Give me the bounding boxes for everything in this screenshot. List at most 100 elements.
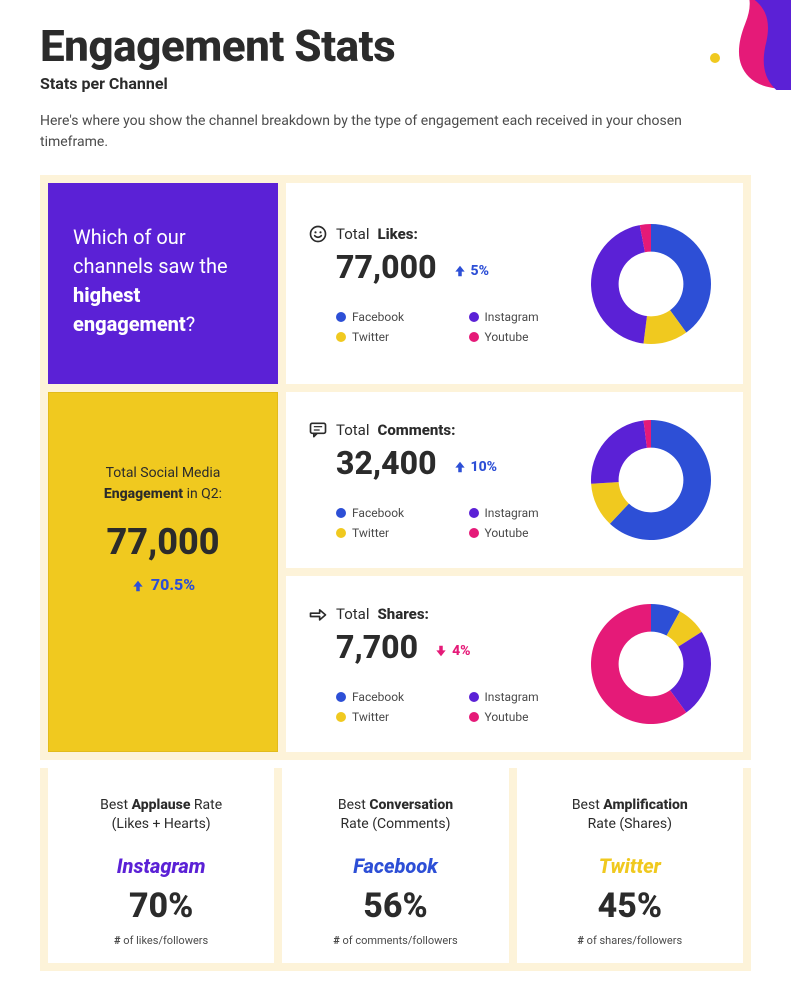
- best-row: Best Applause Rate(Likes + Hearts)Instag…: [40, 768, 751, 971]
- best-label-pre: Best: [572, 797, 603, 813]
- metric-title-pre: Total: [336, 605, 370, 623]
- best-sub: (Likes + Hearts): [64, 816, 258, 832]
- best-footer: # of likes/followers: [64, 934, 258, 947]
- donut-chart: [581, 410, 721, 550]
- best-label-pre: Best: [338, 797, 369, 813]
- metric-card-shares: Total Shares:7,7004%FacebookInstagramTwi…: [286, 576, 743, 752]
- best-label: Best Applause Rate: [64, 796, 258, 816]
- legend-label-twitter: Twitter: [352, 330, 389, 344]
- legend-dot-twitter: [336, 332, 346, 342]
- question-text-suffix: ?: [186, 312, 195, 336]
- best-sub: Rate (Shares): [533, 816, 727, 832]
- legend-item-youtube: Youtube: [469, 710, 582, 724]
- legend-dot-youtube: [469, 528, 479, 538]
- legend-label-facebook: Facebook: [352, 690, 404, 704]
- best-footer: # of shares/followers: [533, 934, 727, 947]
- best-footer: # of comments/followers: [298, 934, 492, 947]
- metric-change-value: 5%: [471, 263, 489, 279]
- metric-title-bold: Shares:: [378, 605, 429, 623]
- metric-title: Total Comments:: [308, 420, 581, 440]
- legend-item-twitter: Twitter: [336, 330, 449, 344]
- legend-dot-instagram: [469, 692, 479, 702]
- legend-label-facebook: Facebook: [352, 310, 404, 324]
- best-sub: Rate (Comments): [298, 816, 492, 832]
- legend-label-youtube: Youtube: [485, 526, 529, 540]
- legend-dot-instagram: [469, 312, 479, 322]
- total-engagement-box: Total Social Media Engagement in Q2: 77,…: [48, 392, 278, 752]
- legend-label-instagram: Instagram: [485, 690, 539, 704]
- legend-dot-youtube: [469, 332, 479, 342]
- metric-change-value: 10%: [471, 459, 498, 475]
- page-description: Here's where you show the channel breakd…: [40, 111, 751, 153]
- legend: FacebookInstagramTwitterYoutube: [336, 506, 581, 540]
- best-label-pre: Best: [100, 797, 131, 813]
- legend-dot-facebook: [336, 508, 346, 518]
- metric-title-pre: Total: [336, 225, 370, 243]
- legend-item-facebook: Facebook: [336, 690, 449, 704]
- legend-item-youtube: Youtube: [469, 330, 582, 344]
- total-label-pre: Total Social Media: [106, 465, 221, 481]
- share-icon: [308, 604, 328, 624]
- question-text-bold: highest engagement: [73, 283, 186, 336]
- best-label-post: Rate: [190, 797, 222, 813]
- best-pct: 56%: [298, 886, 492, 926]
- best-label-bold: Applause: [132, 797, 191, 813]
- legend-label-instagram: Instagram: [485, 506, 539, 520]
- page-title: Engagement Stats: [40, 20, 751, 72]
- best-card-amplification: Best AmplificationRate (Shares)Twitter45…: [517, 768, 743, 963]
- comment-icon: [308, 420, 328, 440]
- metric-change: 10%: [453, 459, 498, 475]
- legend-item-instagram: Instagram: [469, 690, 582, 704]
- legend-label-youtube: Youtube: [485, 330, 529, 344]
- metric-change-value: 4%: [452, 643, 470, 659]
- legend-dot-facebook: [336, 692, 346, 702]
- metric-change: 4%: [434, 643, 470, 659]
- legend-dot-facebook: [336, 312, 346, 322]
- best-channel: Twitter: [533, 854, 727, 878]
- arrow-up-icon: [453, 460, 467, 474]
- total-engagement-value: 77,000: [69, 521, 257, 563]
- best-channel: Instagram: [64, 854, 258, 878]
- legend-label-youtube: Youtube: [485, 710, 529, 724]
- legend-dot-instagram: [469, 508, 479, 518]
- metric-title-bold: Likes:: [378, 225, 418, 243]
- donut-chart: [581, 594, 721, 734]
- metric-title: Total Shares:: [308, 604, 581, 624]
- legend-item-instagram: Instagram: [469, 310, 582, 324]
- best-channel: Facebook: [298, 854, 492, 878]
- legend-item-twitter: Twitter: [336, 526, 449, 540]
- metric-change: 5%: [453, 263, 489, 279]
- legend-dot-youtube: [469, 712, 479, 722]
- page-subtitle: Stats per Channel: [40, 74, 751, 93]
- best-label: Best Conversation: [298, 796, 492, 816]
- best-label-bold: Amplification: [603, 797, 688, 813]
- legend-item-facebook: Facebook: [336, 310, 449, 324]
- best-pct: 70%: [64, 886, 258, 926]
- total-label-bold: Engagement: [104, 486, 183, 502]
- metric-title-bold: Comments:: [378, 421, 456, 439]
- metric-value: 32,400: [336, 444, 437, 482]
- legend: Facebook Instagram Twitter Youtube: [336, 310, 581, 344]
- total-change-value: 70.5%: [151, 575, 195, 594]
- total-engagement-change: 70.5%: [131, 575, 195, 594]
- donut-chart: [581, 214, 721, 354]
- total-engagement-label: Total Social Media Engagement in Q2:: [69, 463, 257, 505]
- metric-title: Total Likes:: [308, 224, 581, 244]
- best-card-conversation: Best ConversationRate (Comments)Facebook…: [282, 768, 508, 963]
- best-label: Best Amplification: [533, 796, 727, 816]
- metric-card-likes: Total Likes: 77,000 5% Facebook Instagram Twi…: [286, 183, 743, 384]
- total-label-post: in Q2:: [183, 486, 222, 502]
- metric-value: 77,000: [336, 248, 437, 286]
- metric-value: 7,700: [336, 628, 418, 666]
- question-text-pre: Which of our channels saw the: [73, 225, 228, 278]
- legend-item-youtube: Youtube: [469, 526, 582, 540]
- legend-dot-twitter: [336, 528, 346, 538]
- question-box: Which of our channels saw the highest en…: [48, 183, 278, 384]
- legend-label-twitter: Twitter: [352, 526, 389, 540]
- legend-item-instagram: Instagram: [469, 506, 582, 520]
- arrow-up-icon: [453, 264, 467, 278]
- best-card-applause: Best Applause Rate(Likes + Hearts)Instag…: [48, 768, 274, 963]
- smile-icon: [308, 224, 328, 244]
- arrow-up-icon: [131, 578, 145, 592]
- best-label-bold: Conversation: [369, 797, 453, 813]
